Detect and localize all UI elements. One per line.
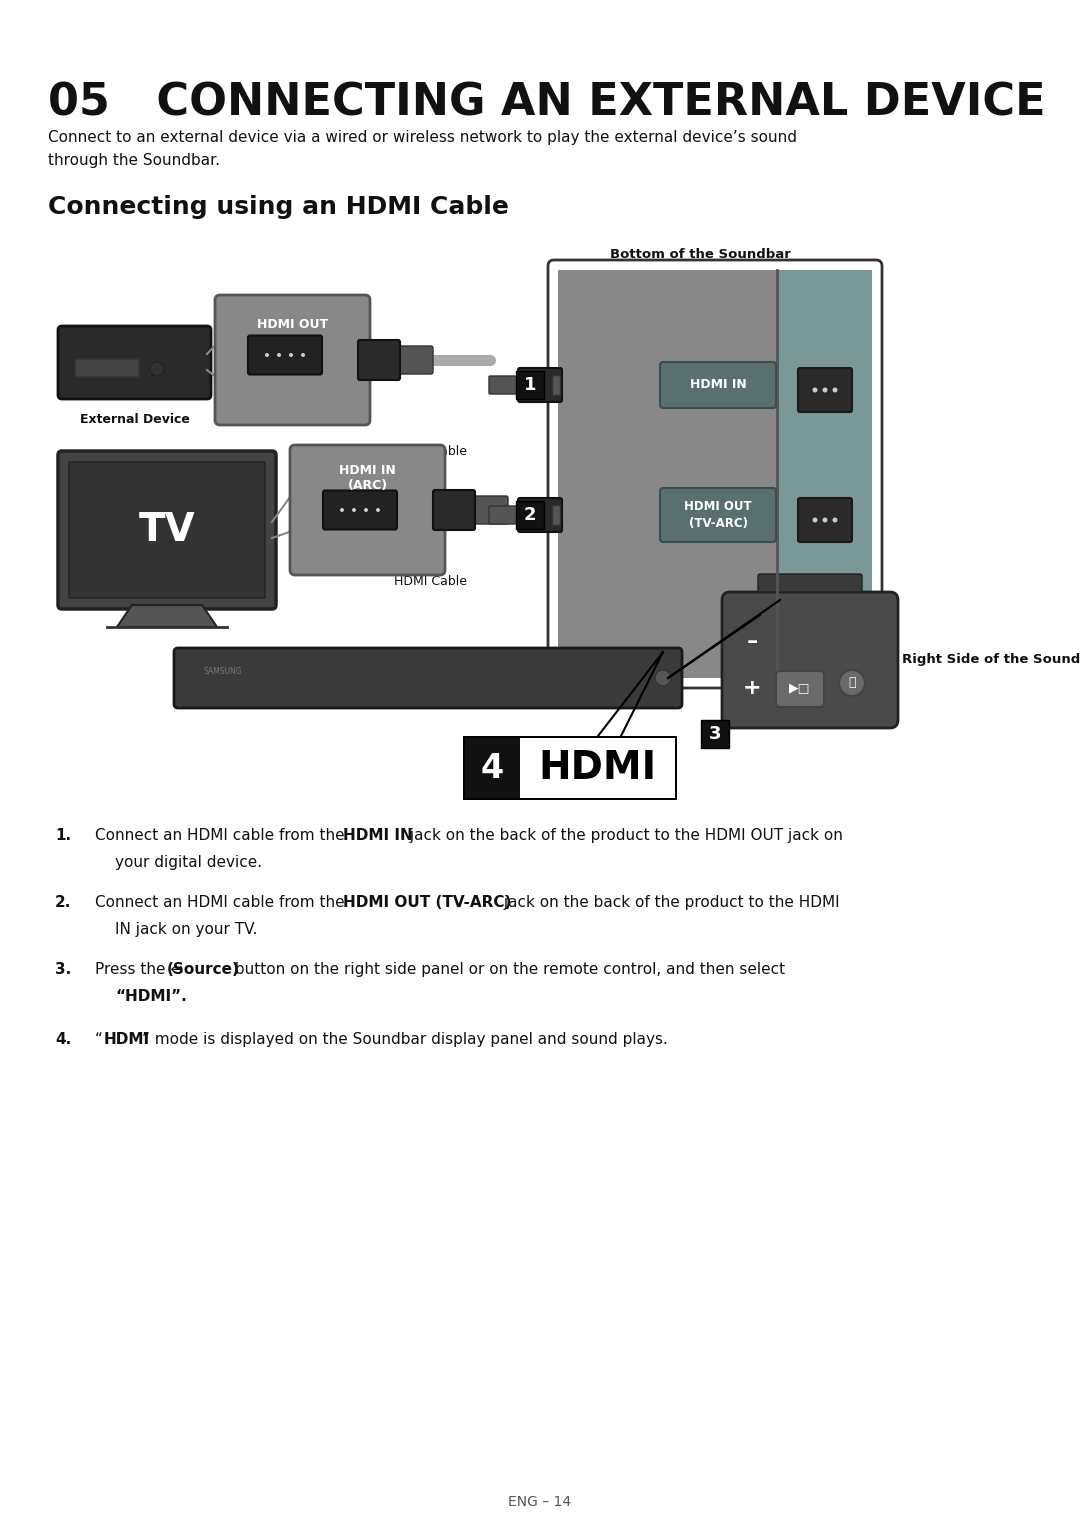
Text: ” mode is displayed on the Soundbar display panel and sound plays.: ” mode is displayed on the Soundbar disp… xyxy=(141,1033,667,1046)
FancyBboxPatch shape xyxy=(489,375,523,394)
Text: 2.: 2. xyxy=(55,895,71,910)
Circle shape xyxy=(289,352,293,357)
Text: Connecting using an HDMI Cable: Connecting using an HDMI Cable xyxy=(48,195,509,219)
Text: 3.: 3. xyxy=(55,962,71,977)
Circle shape xyxy=(265,352,269,357)
Circle shape xyxy=(833,518,837,522)
FancyBboxPatch shape xyxy=(469,496,508,524)
FancyBboxPatch shape xyxy=(723,591,897,728)
Text: your digital device.: your digital device. xyxy=(114,855,262,870)
FancyBboxPatch shape xyxy=(75,358,139,377)
Text: button on the right side panel or on the remote control, and then select: button on the right side panel or on the… xyxy=(230,962,785,977)
Text: Bottom of the Soundbar: Bottom of the Soundbar xyxy=(609,248,791,260)
FancyBboxPatch shape xyxy=(660,489,777,542)
FancyBboxPatch shape xyxy=(69,463,265,597)
FancyBboxPatch shape xyxy=(660,362,777,408)
FancyBboxPatch shape xyxy=(798,498,852,542)
FancyBboxPatch shape xyxy=(548,260,882,688)
Text: Connect an HDMI cable from the: Connect an HDMI cable from the xyxy=(95,827,350,843)
Text: HDMI Cable: HDMI Cable xyxy=(393,444,467,458)
FancyBboxPatch shape xyxy=(777,671,824,706)
FancyBboxPatch shape xyxy=(357,340,400,380)
Text: HDMI Cable: HDMI Cable xyxy=(393,574,467,588)
Text: HDMI: HDMI xyxy=(539,749,657,787)
Text: 4.: 4. xyxy=(55,1033,71,1046)
Text: HDMI IN
(ARC): HDMI IN (ARC) xyxy=(339,464,396,492)
Text: jack on the back of the product to the HDMI: jack on the back of the product to the H… xyxy=(499,895,839,910)
FancyBboxPatch shape xyxy=(758,574,862,591)
Circle shape xyxy=(376,509,380,512)
Bar xyxy=(558,270,777,679)
Text: ⏻: ⏻ xyxy=(848,677,855,689)
Circle shape xyxy=(150,362,164,375)
Circle shape xyxy=(654,669,671,686)
Bar xyxy=(463,735,677,800)
Bar xyxy=(516,371,544,398)
FancyBboxPatch shape xyxy=(58,450,276,610)
Text: HDMI OUT (TV-ARC): HDMI OUT (TV-ARC) xyxy=(343,895,511,910)
Circle shape xyxy=(823,388,827,392)
Circle shape xyxy=(833,388,837,392)
FancyBboxPatch shape xyxy=(215,296,370,424)
FancyBboxPatch shape xyxy=(291,444,445,574)
FancyBboxPatch shape xyxy=(518,368,562,401)
FancyBboxPatch shape xyxy=(518,498,562,532)
Text: (Source): (Source) xyxy=(167,962,240,977)
Text: 1: 1 xyxy=(524,375,537,394)
FancyBboxPatch shape xyxy=(174,648,681,708)
Text: “HDMI”.: “HDMI”. xyxy=(114,990,187,1003)
FancyBboxPatch shape xyxy=(248,336,322,374)
Text: Right Side of the Soundbar: Right Side of the Soundbar xyxy=(902,654,1080,666)
Text: SAMSUNG: SAMSUNG xyxy=(203,668,242,677)
FancyBboxPatch shape xyxy=(323,490,397,530)
Text: 05   CONNECTING AN EXTERNAL DEVICE: 05 CONNECTING AN EXTERNAL DEVICE xyxy=(48,83,1045,126)
Text: through the Soundbar.: through the Soundbar. xyxy=(48,153,220,169)
Bar xyxy=(516,501,544,529)
Text: Connect an HDMI cable from the: Connect an HDMI cable from the xyxy=(95,895,350,910)
Circle shape xyxy=(352,509,356,512)
Text: Press the ↩: Press the ↩ xyxy=(95,962,188,977)
Text: External Device: External Device xyxy=(80,414,189,426)
Circle shape xyxy=(812,388,818,392)
Text: HDMI IN: HDMI IN xyxy=(343,827,413,843)
Bar xyxy=(465,738,519,798)
Text: IN jack on your TV.: IN jack on your TV. xyxy=(114,922,257,938)
Text: 1.: 1. xyxy=(55,827,71,843)
Text: HDMI OUT: HDMI OUT xyxy=(257,319,328,331)
Polygon shape xyxy=(117,605,217,627)
Text: Connect to an external device via a wired or wireless network to play the extern: Connect to an external device via a wire… xyxy=(48,130,797,146)
Text: 2: 2 xyxy=(524,506,537,524)
FancyBboxPatch shape xyxy=(58,326,211,398)
Bar xyxy=(552,506,561,525)
Bar xyxy=(519,738,675,798)
Text: HDMI: HDMI xyxy=(104,1033,150,1046)
Text: +: + xyxy=(743,679,761,699)
Text: TV: TV xyxy=(138,512,195,548)
Circle shape xyxy=(812,518,818,522)
Circle shape xyxy=(364,509,368,512)
FancyBboxPatch shape xyxy=(798,368,852,412)
Bar xyxy=(552,375,561,395)
Bar xyxy=(701,720,729,748)
Text: ▶□: ▶□ xyxy=(789,682,811,696)
FancyBboxPatch shape xyxy=(394,346,433,374)
Text: “: “ xyxy=(95,1033,103,1046)
Circle shape xyxy=(276,352,281,357)
Text: ENG – 14: ENG – 14 xyxy=(509,1495,571,1509)
Text: HDMI OUT
(TV-ARC): HDMI OUT (TV-ARC) xyxy=(685,501,752,530)
Text: 3: 3 xyxy=(708,725,721,743)
FancyBboxPatch shape xyxy=(433,490,475,530)
Text: –: – xyxy=(746,633,758,653)
Text: jack on the back of the product to the HDMI OUT jack on: jack on the back of the product to the H… xyxy=(405,827,842,843)
Text: HDMI IN: HDMI IN xyxy=(690,378,746,392)
Bar xyxy=(777,270,872,679)
FancyBboxPatch shape xyxy=(489,506,523,524)
Circle shape xyxy=(301,352,305,357)
Circle shape xyxy=(839,669,865,696)
Circle shape xyxy=(340,509,345,512)
Text: 4: 4 xyxy=(481,752,503,784)
Circle shape xyxy=(823,518,827,522)
